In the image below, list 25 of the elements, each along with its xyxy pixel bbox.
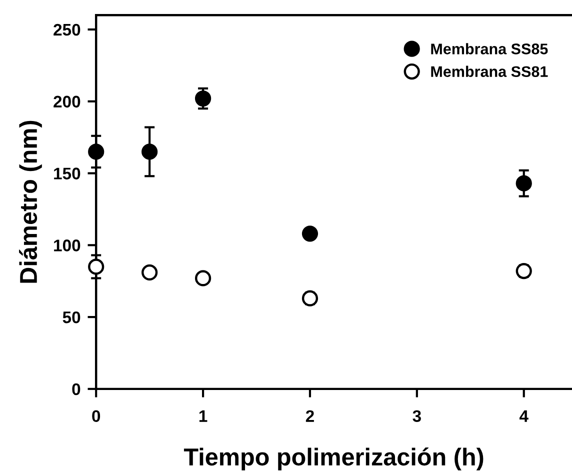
point xyxy=(302,290,318,306)
x-axis-title: Tiempo polimerización (h) xyxy=(184,448,484,470)
point xyxy=(142,144,158,160)
x-tick-label: 4 xyxy=(519,410,528,422)
y-tick-label: 100 xyxy=(54,240,80,252)
point xyxy=(142,264,158,281)
y-axis-title: Diámetro (nm) xyxy=(19,120,42,283)
y-tick-label: 0 xyxy=(72,383,80,396)
y-tick-label: 200 xyxy=(54,96,80,108)
y-tick-label: 150 xyxy=(54,168,80,180)
point xyxy=(194,90,212,107)
x-tick-label: 0 xyxy=(92,410,100,422)
point xyxy=(516,262,532,280)
point xyxy=(516,175,532,192)
legend-label: Membrana SS85 xyxy=(431,43,548,54)
y-tick-label: 50 xyxy=(62,311,80,324)
x-tick-label: 1 xyxy=(199,410,208,422)
point xyxy=(88,258,104,275)
y-tick-label: 250 xyxy=(54,24,80,36)
point xyxy=(88,144,104,160)
legend-label: Membrana SS81 xyxy=(431,66,548,78)
x-tick-label: 2 xyxy=(306,410,314,422)
point xyxy=(302,226,318,242)
x-tick-label: 3 xyxy=(412,410,421,422)
point xyxy=(194,270,212,286)
